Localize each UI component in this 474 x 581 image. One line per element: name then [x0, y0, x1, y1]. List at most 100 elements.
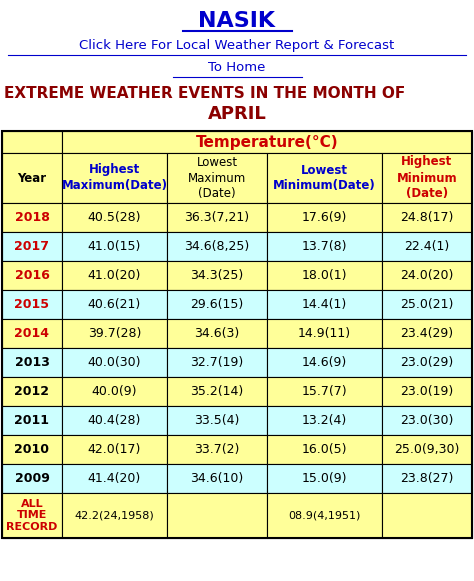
Bar — [167, 406, 267, 435]
Bar — [382, 203, 472, 232]
Text: 2011: 2011 — [15, 414, 49, 427]
Bar — [62, 290, 167, 319]
Text: 32.7(19): 32.7(19) — [191, 356, 244, 369]
Bar — [382, 153, 472, 203]
Text: 29.6(15): 29.6(15) — [191, 298, 244, 311]
Bar — [62, 232, 167, 261]
Bar — [2, 232, 62, 261]
Bar — [382, 232, 472, 261]
Text: 14.6(9): 14.6(9) — [302, 356, 347, 369]
Text: Lowest
Maximum
(Date): Lowest Maximum (Date) — [188, 156, 246, 200]
Bar — [167, 290, 267, 319]
Bar — [62, 377, 167, 406]
Bar — [167, 153, 267, 203]
Text: 2009: 2009 — [15, 472, 49, 485]
Text: 34.3(25): 34.3(25) — [191, 269, 244, 282]
Text: 17.6(9): 17.6(9) — [302, 211, 347, 224]
Text: 42.0(17): 42.0(17) — [88, 443, 141, 456]
Text: 2010: 2010 — [15, 443, 49, 456]
Text: 2018: 2018 — [15, 211, 49, 224]
Text: 33.5(4): 33.5(4) — [194, 414, 240, 427]
Text: 2016: 2016 — [15, 269, 49, 282]
Bar — [167, 319, 267, 348]
Bar — [167, 435, 267, 464]
Bar — [62, 348, 167, 377]
Bar — [62, 261, 167, 290]
Text: 25.0(21): 25.0(21) — [401, 298, 454, 311]
Text: To Home: To Home — [208, 61, 266, 74]
Bar — [167, 377, 267, 406]
Text: 2014: 2014 — [15, 327, 49, 340]
Bar — [2, 131, 472, 538]
Text: 36.3(7,21): 36.3(7,21) — [184, 211, 250, 224]
Bar — [382, 435, 472, 464]
Text: 16.0(5): 16.0(5) — [302, 443, 347, 456]
Text: 42.2(24,1958): 42.2(24,1958) — [74, 511, 155, 521]
Bar — [267, 348, 382, 377]
Bar — [267, 290, 382, 319]
Bar — [2, 319, 62, 348]
Bar — [167, 261, 267, 290]
Text: 23.8(27): 23.8(27) — [401, 472, 454, 485]
Bar — [267, 232, 382, 261]
Text: 23.0(19): 23.0(19) — [401, 385, 454, 398]
Text: ALL
TIME
RECORD: ALL TIME RECORD — [6, 499, 58, 532]
Text: Year: Year — [18, 171, 46, 185]
Bar — [62, 464, 167, 493]
Bar — [2, 203, 62, 232]
Bar — [267, 493, 382, 538]
Text: 35.2(14): 35.2(14) — [191, 385, 244, 398]
Bar — [2, 153, 62, 203]
Bar — [382, 319, 472, 348]
Text: 23.4(29): 23.4(29) — [401, 327, 454, 340]
Bar — [2, 348, 62, 377]
Bar — [2, 406, 62, 435]
Text: 18.0(1): 18.0(1) — [302, 269, 347, 282]
Bar — [382, 348, 472, 377]
Text: 14.9(11): 14.9(11) — [298, 327, 351, 340]
Bar — [267, 406, 382, 435]
Text: 41.4(20): 41.4(20) — [88, 472, 141, 485]
Text: 40.0(30): 40.0(30) — [88, 356, 141, 369]
Text: 24.8(17): 24.8(17) — [401, 211, 454, 224]
Text: Highest
Maximum(Date): Highest Maximum(Date) — [62, 163, 167, 192]
Bar — [62, 406, 167, 435]
Text: 34.6(10): 34.6(10) — [191, 472, 244, 485]
Bar — [62, 435, 167, 464]
Text: 34.6(8,25): 34.6(8,25) — [184, 240, 250, 253]
Bar — [267, 377, 382, 406]
Text: 23.0(29): 23.0(29) — [401, 356, 454, 369]
Bar — [2, 261, 62, 290]
Bar — [267, 435, 382, 464]
Bar — [267, 319, 382, 348]
Bar — [267, 153, 382, 203]
Text: 2013: 2013 — [15, 356, 49, 369]
Text: 40.4(28): 40.4(28) — [88, 414, 141, 427]
Text: 2017: 2017 — [15, 240, 49, 253]
Text: APRIL: APRIL — [208, 105, 266, 123]
Bar — [62, 153, 167, 203]
Text: Click Here For Local Weather Report & Forecast: Click Here For Local Weather Report & Fo… — [79, 39, 395, 52]
Text: 13.7(8): 13.7(8) — [302, 240, 347, 253]
Bar — [62, 319, 167, 348]
Bar — [267, 464, 382, 493]
Bar — [382, 290, 472, 319]
Text: 13.2(4): 13.2(4) — [302, 414, 347, 427]
Text: 2015: 2015 — [15, 298, 49, 311]
Bar — [62, 131, 472, 153]
Bar — [382, 377, 472, 406]
Bar — [167, 232, 267, 261]
Bar — [2, 493, 62, 538]
Text: 40.6(21): 40.6(21) — [88, 298, 141, 311]
Text: 23.0(30): 23.0(30) — [401, 414, 454, 427]
Text: Highest
Minimum
(Date): Highest Minimum (Date) — [397, 156, 457, 200]
Text: 25.0(9,30): 25.0(9,30) — [394, 443, 460, 456]
Text: Lowest
Minimum(Date): Lowest Minimum(Date) — [273, 163, 376, 192]
Text: 14.4(1): 14.4(1) — [302, 298, 347, 311]
Text: 40.5(28): 40.5(28) — [88, 211, 141, 224]
Bar — [167, 203, 267, 232]
Text: 41.0(20): 41.0(20) — [88, 269, 141, 282]
Bar — [382, 493, 472, 538]
Bar — [167, 464, 267, 493]
Bar — [2, 131, 62, 153]
